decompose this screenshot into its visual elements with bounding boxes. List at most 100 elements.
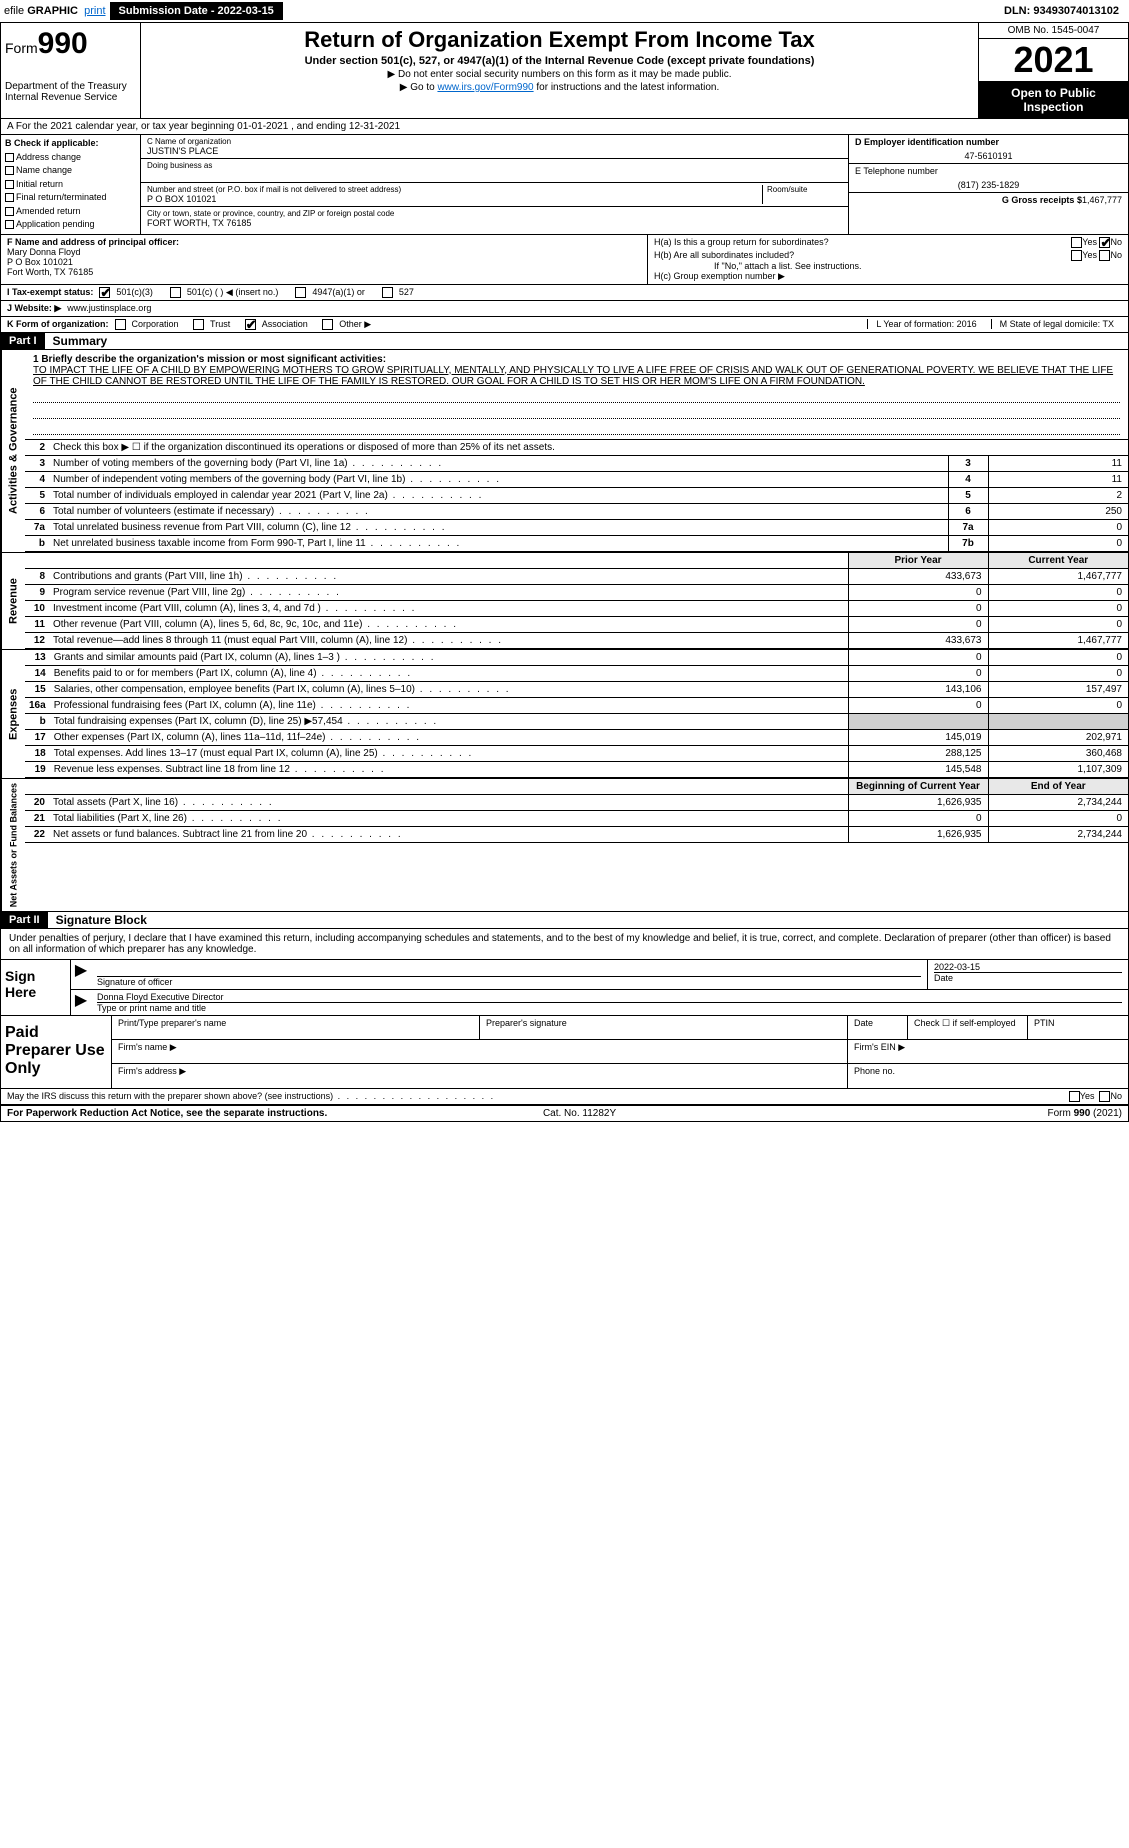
chk-name-change[interactable]: Name change [5, 164, 136, 178]
dln-label: DLN: 93493074013102 [1004, 5, 1125, 17]
mission-block: 1 Briefly describe the organization's mi… [25, 350, 1128, 440]
period-row: A For the 2021 calendar year, or tax yea… [1, 119, 1128, 135]
sig-officer-cell: Signature of officer [91, 960, 928, 989]
org-name-cell: C Name of organization JUSTIN'S PLACE [141, 135, 848, 159]
sig-declaration: Under penalties of perjury, I declare th… [1, 929, 1128, 960]
discuss-yes-checkbox[interactable] [1069, 1091, 1080, 1102]
table-row: 10Investment income (Part VIII, column (… [25, 600, 1128, 616]
irs-label: Internal Revenue Service [5, 92, 136, 103]
hc-label: H(c) Group exemption number ▶ [654, 271, 1122, 282]
table-row: 19Revenue less expenses. Subtract line 1… [25, 761, 1128, 777]
chk-corp[interactable] [115, 319, 126, 330]
table-row: 5Total number of individuals employed in… [25, 487, 1128, 503]
form-title: Return of Organization Exempt From Incom… [149, 27, 970, 53]
gross-cell: G Gross receipts $1,467,777 [849, 193, 1128, 217]
org-form-row: K Form of organization: Corporation Trus… [1, 317, 1128, 333]
gov-table: 2Check this box ▶ ☐ if the organization … [25, 440, 1128, 552]
chk-527[interactable] [382, 287, 393, 298]
ha-yes-checkbox[interactable] [1071, 237, 1082, 248]
chk-501c[interactable] [170, 287, 181, 298]
side-label-gov: Activities & Governance [1, 350, 25, 552]
table-row: 12Total revenue—add lines 8 through 11 (… [25, 632, 1128, 648]
ha-label: H(a) Is this a group return for subordin… [654, 237, 1071, 247]
status-label: I Tax-exempt status: [7, 287, 93, 297]
org-name: JUSTIN'S PLACE [147, 146, 842, 156]
form-number: Form990 [5, 27, 136, 61]
mission-text: TO IMPACT THE LIFE OF A CHILD BY EMPOWER… [33, 365, 1120, 387]
table-row: 15Salaries, other compensation, employee… [25, 681, 1128, 697]
rev-table: Prior Year Current Year 8Contributions a… [25, 553, 1128, 649]
table-row: 13Grants and similar amounts paid (Part … [25, 650, 1128, 666]
footer-row: For Paperwork Reduction Act Notice, see … [1, 1106, 1128, 1121]
principal-officer: F Name and address of principal officer:… [1, 235, 648, 284]
hb-label: H(b) Are all subordinates included? [654, 250, 1071, 260]
hb-no-checkbox[interactable] [1099, 250, 1110, 261]
principal-row: F Name and address of principal officer:… [1, 235, 1128, 285]
side-label-na: Net Assets or Fund Balances [1, 779, 25, 911]
chk-assoc[interactable] [245, 319, 256, 330]
table-row: bNet unrelated business taxable income f… [25, 535, 1128, 551]
website-row: J Website: ▶ www.justinsplace.org [1, 301, 1128, 317]
chk-address-change[interactable]: Address change [5, 151, 136, 165]
discuss-no-checkbox[interactable] [1099, 1091, 1110, 1102]
form-header: Form990 Department of the Treasury Inter… [1, 23, 1128, 119]
pra-notice: For Paperwork Reduction Act Notice, see … [7, 1108, 327, 1119]
tax-year: 2021 [979, 39, 1128, 82]
paid-header-row: Print/Type preparer's name Preparer's si… [112, 1016, 1128, 1040]
address-cell: Number and street (or P.O. box if mail i… [141, 183, 848, 207]
col-d-block: D Employer identification number 47-5610… [848, 135, 1128, 234]
table-row: 6Total number of volunteers (estimate if… [25, 503, 1128, 519]
paid-preparer-block: Paid Preparer Use Only Print/Type prepar… [1, 1016, 1128, 1089]
table-row: 9Program service revenue (Part VIII, lin… [25, 584, 1128, 600]
chk-other[interactable] [322, 319, 333, 330]
website-label: J Website: ▶ [7, 303, 61, 314]
chk-application-pending[interactable]: Application pending [5, 218, 136, 232]
sig-name-cell: Donna Floyd Executive Director Type or p… [91, 990, 1128, 1015]
entity-block: B Check if applicable: Address change Na… [1, 135, 1128, 235]
table-row: 3Number of voting members of the governi… [25, 455, 1128, 471]
header-mid: Return of Organization Exempt From Incom… [141, 23, 978, 118]
city-cell: City or town, state or province, country… [141, 207, 848, 231]
sign-here-label: Sign Here [1, 960, 71, 1015]
na-section: Net Assets or Fund Balances Beginning of… [1, 779, 1128, 912]
chk-501c3[interactable] [99, 287, 110, 298]
chk-trust[interactable] [193, 319, 204, 330]
cat-number: Cat. No. 11282Y [543, 1108, 616, 1119]
dept-treasury: Department of the Treasury [5, 81, 136, 92]
part1-header: Part I Summary [1, 333, 1128, 350]
ein-cell: D Employer identification number 47-5610… [849, 135, 1128, 164]
table-row: 21Total liabilities (Part X, line 26)00 [25, 810, 1128, 826]
may-discuss-row: May the IRS discuss this return with the… [1, 1089, 1128, 1106]
paid-label: Paid Preparer Use Only [1, 1016, 111, 1088]
efile-topbar: efile GRAPHIC print Submission Date - 20… [0, 0, 1129, 22]
name-arrow-icon: ▶ [71, 990, 91, 1015]
hb-yes-checkbox[interactable] [1071, 250, 1082, 261]
efile-print-link[interactable]: print [84, 5, 105, 17]
part2-tag: Part II [1, 912, 48, 928]
exp-section: Expenses 13Grants and similar amounts pa… [1, 650, 1128, 779]
part1-tag: Part I [1, 333, 45, 349]
ha-no-checkbox[interactable] [1099, 237, 1110, 248]
year-formation: L Year of formation: 2016 [867, 319, 984, 329]
part1-title: Summary [45, 334, 108, 348]
table-row: 16aProfessional fundraising fees (Part I… [25, 697, 1128, 713]
table-row: 7aTotal unrelated business revenue from … [25, 519, 1128, 535]
col-b-header: B Check if applicable: [5, 137, 136, 151]
dba-cell: Doing business as [141, 159, 848, 183]
chk-final-return[interactable]: Final return/terminated [5, 191, 136, 205]
irs-link[interactable]: www.irs.gov/Form990 [437, 82, 533, 93]
note-ssn: ▶ Do not enter social security numbers o… [149, 69, 970, 80]
table-row: 4Number of independent voting members of… [25, 471, 1128, 487]
chk-amended-return[interactable]: Amended return [5, 205, 136, 219]
note-link: ▶ Go to www.irs.gov/Form990 for instruct… [149, 82, 970, 93]
header-right: OMB No. 1545-0047 2021 Open to Public In… [978, 23, 1128, 118]
sig-arrow-icon: ▶ [71, 960, 91, 989]
table-row: 17Other expenses (Part IX, column (A), l… [25, 729, 1128, 745]
state-domicile: M State of legal domicile: TX [991, 319, 1122, 329]
side-label-rev: Revenue [1, 553, 25, 649]
table-row: 11Other revenue (Part VIII, column (A), … [25, 616, 1128, 632]
chk-initial-return[interactable]: Initial return [5, 178, 136, 192]
rev-section: Revenue Prior Year Current Year 8Contrib… [1, 553, 1128, 650]
chk-4947[interactable] [295, 287, 306, 298]
submission-date-button[interactable]: Submission Date - 2022-03-15 [110, 2, 283, 20]
